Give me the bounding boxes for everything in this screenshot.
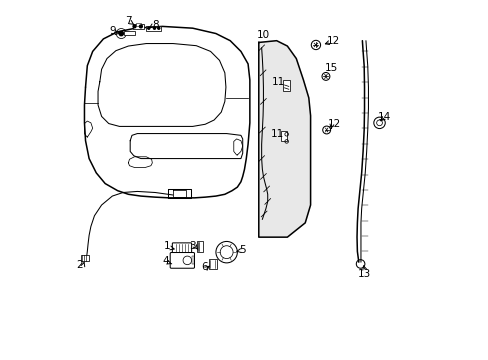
Bar: [192, 256, 194, 264]
Circle shape: [139, 25, 142, 28]
Text: 14: 14: [378, 112, 391, 122]
Text: 9: 9: [109, 26, 116, 36]
Bar: [81, 255, 88, 261]
Text: 2: 2: [76, 260, 82, 270]
Text: 8: 8: [152, 19, 158, 30]
Bar: [146, 26, 160, 31]
Text: 12: 12: [327, 119, 341, 129]
Text: 7: 7: [125, 17, 132, 26]
Text: 11: 11: [272, 77, 285, 87]
Circle shape: [133, 25, 136, 28]
Bar: [136, 23, 141, 26]
Text: 10: 10: [256, 30, 269, 40]
Bar: [197, 242, 203, 252]
Text: 3: 3: [189, 241, 196, 251]
Circle shape: [157, 27, 160, 29]
Text: 4: 4: [163, 256, 169, 266]
Circle shape: [119, 31, 123, 36]
Bar: [133, 23, 143, 29]
Text: 6: 6: [201, 262, 207, 272]
Bar: [208, 259, 216, 269]
Bar: [124, 31, 135, 35]
Circle shape: [153, 27, 155, 29]
Polygon shape: [258, 41, 310, 237]
Text: 13: 13: [357, 269, 370, 279]
Text: 12: 12: [326, 36, 340, 46]
Text: 5: 5: [239, 245, 245, 255]
FancyBboxPatch shape: [170, 252, 194, 268]
FancyBboxPatch shape: [172, 243, 191, 253]
Text: 11: 11: [270, 129, 284, 139]
Text: 15: 15: [324, 63, 337, 73]
Circle shape: [147, 27, 149, 29]
Bar: [283, 80, 290, 91]
Text: 1: 1: [163, 242, 170, 251]
Bar: [281, 131, 287, 141]
